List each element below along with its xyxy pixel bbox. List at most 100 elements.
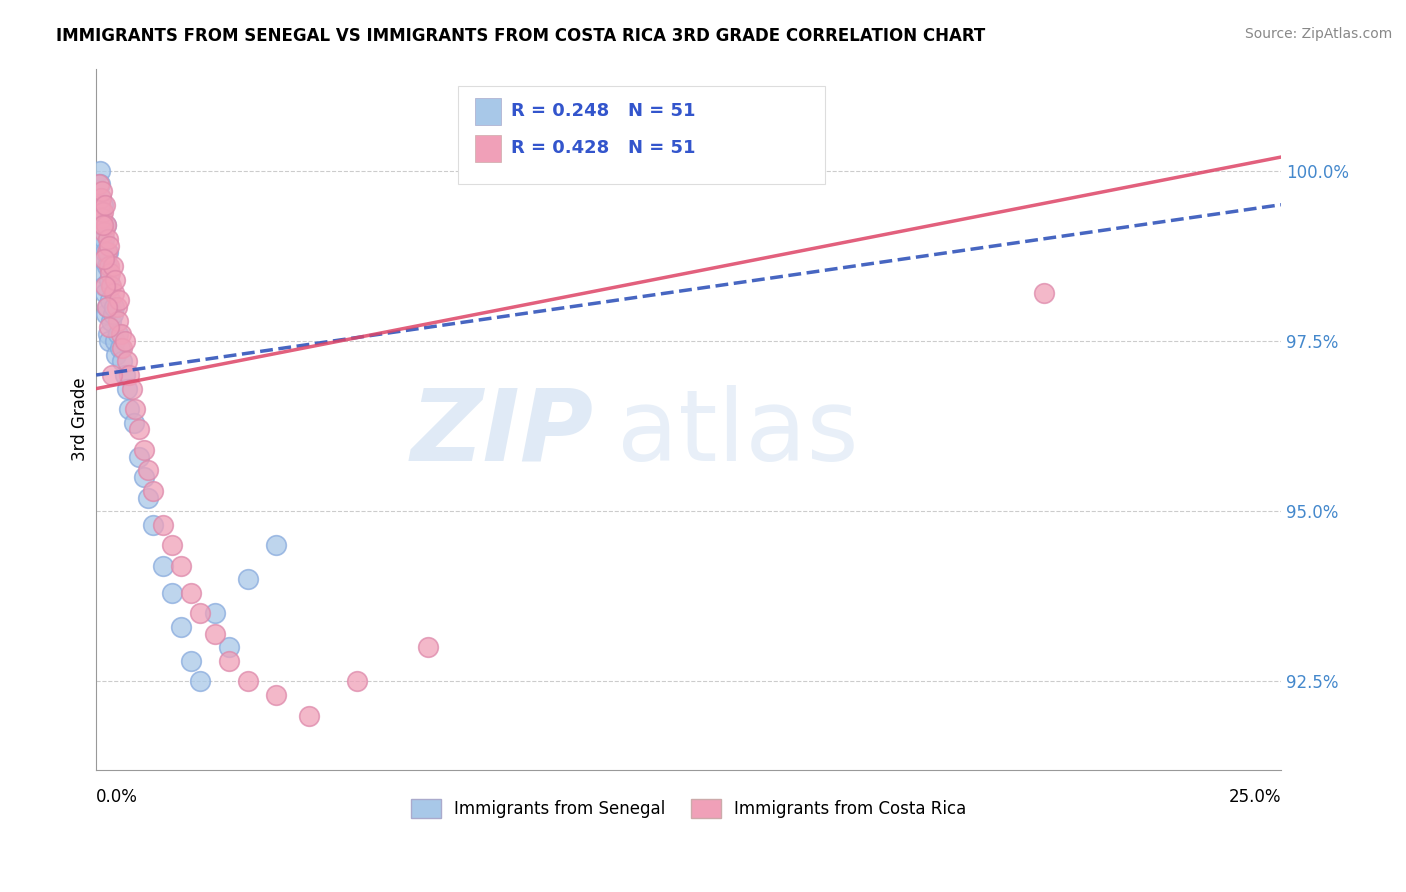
- Point: [97, 245, 120, 260]
- Point: [236, 572, 259, 586]
- FancyBboxPatch shape: [475, 136, 502, 161]
- Point: [90, 211, 112, 226]
- Point: [136, 463, 159, 477]
- Point: [103, 300, 125, 314]
- Text: R = 0.428   N = 51: R = 0.428 N = 51: [510, 139, 696, 158]
- Point: [118, 402, 141, 417]
- Point: [170, 620, 193, 634]
- Point: [204, 627, 226, 641]
- Point: [90, 232, 112, 246]
- Point: [264, 538, 287, 552]
- Point: [180, 654, 202, 668]
- Y-axis label: 3rd Grade: 3rd Grade: [72, 377, 89, 461]
- Point: [97, 327, 120, 342]
- Point: [90, 191, 112, 205]
- Point: [94, 279, 117, 293]
- Text: R = 0.248   N = 51: R = 0.248 N = 51: [510, 103, 696, 120]
- Point: [152, 517, 174, 532]
- Point: [132, 470, 155, 484]
- Point: [101, 259, 124, 273]
- Point: [118, 368, 141, 382]
- Point: [96, 300, 118, 314]
- Text: ZIP: ZIP: [411, 384, 593, 482]
- Point: [89, 198, 111, 212]
- Point: [97, 320, 120, 334]
- Point: [298, 708, 321, 723]
- Point: [89, 178, 111, 192]
- Point: [105, 347, 128, 361]
- Text: 0.0%: 0.0%: [96, 788, 138, 805]
- Point: [93, 252, 115, 267]
- Point: [89, 163, 111, 178]
- Text: atlas: atlas: [617, 384, 859, 482]
- Point: [170, 558, 193, 573]
- Point: [96, 300, 118, 314]
- Point: [94, 307, 117, 321]
- Point: [101, 368, 124, 382]
- Legend: Immigrants from Senegal, Immigrants from Costa Rica: Immigrants from Senegal, Immigrants from…: [405, 792, 973, 825]
- Point: [100, 313, 122, 327]
- Point: [93, 198, 115, 212]
- Point: [110, 327, 132, 342]
- Point: [96, 259, 118, 273]
- Point: [93, 245, 115, 260]
- Point: [1033, 286, 1056, 301]
- Point: [105, 300, 128, 314]
- Point: [91, 238, 114, 252]
- Point: [218, 640, 240, 655]
- Point: [94, 286, 117, 301]
- Point: [114, 334, 136, 348]
- Point: [128, 422, 150, 436]
- Text: 25.0%: 25.0%: [1229, 788, 1281, 805]
- Point: [264, 688, 287, 702]
- Point: [236, 674, 259, 689]
- Point: [132, 442, 155, 457]
- Point: [108, 341, 131, 355]
- Point: [124, 402, 146, 417]
- Point: [94, 218, 117, 232]
- Point: [108, 293, 131, 307]
- Point: [115, 382, 138, 396]
- Point: [87, 198, 110, 212]
- Point: [104, 334, 127, 348]
- Point: [111, 341, 134, 355]
- Point: [122, 416, 145, 430]
- Text: IMMIGRANTS FROM SENEGAL VS IMMIGRANTS FROM COSTA RICA 3RD GRADE CORRELATION CHAR: IMMIGRANTS FROM SENEGAL VS IMMIGRANTS FR…: [56, 27, 986, 45]
- Point: [94, 218, 117, 232]
- Point: [103, 286, 125, 301]
- Point: [136, 491, 159, 505]
- Text: Source: ZipAtlas.com: Source: ZipAtlas.com: [1244, 27, 1392, 41]
- Point: [218, 654, 240, 668]
- Point: [121, 382, 143, 396]
- FancyBboxPatch shape: [457, 86, 825, 185]
- Point: [91, 184, 114, 198]
- Point: [98, 273, 121, 287]
- Point: [91, 266, 114, 280]
- Point: [346, 674, 368, 689]
- Point: [91, 204, 114, 219]
- Point: [87, 178, 110, 192]
- Point: [89, 211, 111, 226]
- Point: [90, 191, 112, 205]
- Point: [97, 232, 120, 246]
- Point: [98, 238, 121, 252]
- Point: [142, 483, 165, 498]
- Point: [100, 279, 122, 293]
- Point: [96, 245, 118, 260]
- Point: [160, 538, 183, 552]
- Point: [107, 313, 129, 327]
- FancyBboxPatch shape: [475, 98, 502, 125]
- Point: [107, 327, 129, 342]
- Point: [100, 266, 122, 280]
- Point: [128, 450, 150, 464]
- Point: [98, 259, 121, 273]
- Point: [180, 586, 202, 600]
- Point: [90, 252, 112, 267]
- Point: [115, 354, 138, 368]
- Point: [98, 334, 121, 348]
- Point: [91, 218, 114, 232]
- Point: [190, 607, 212, 621]
- Point: [101, 307, 124, 321]
- Point: [90, 204, 112, 219]
- Point: [114, 368, 136, 382]
